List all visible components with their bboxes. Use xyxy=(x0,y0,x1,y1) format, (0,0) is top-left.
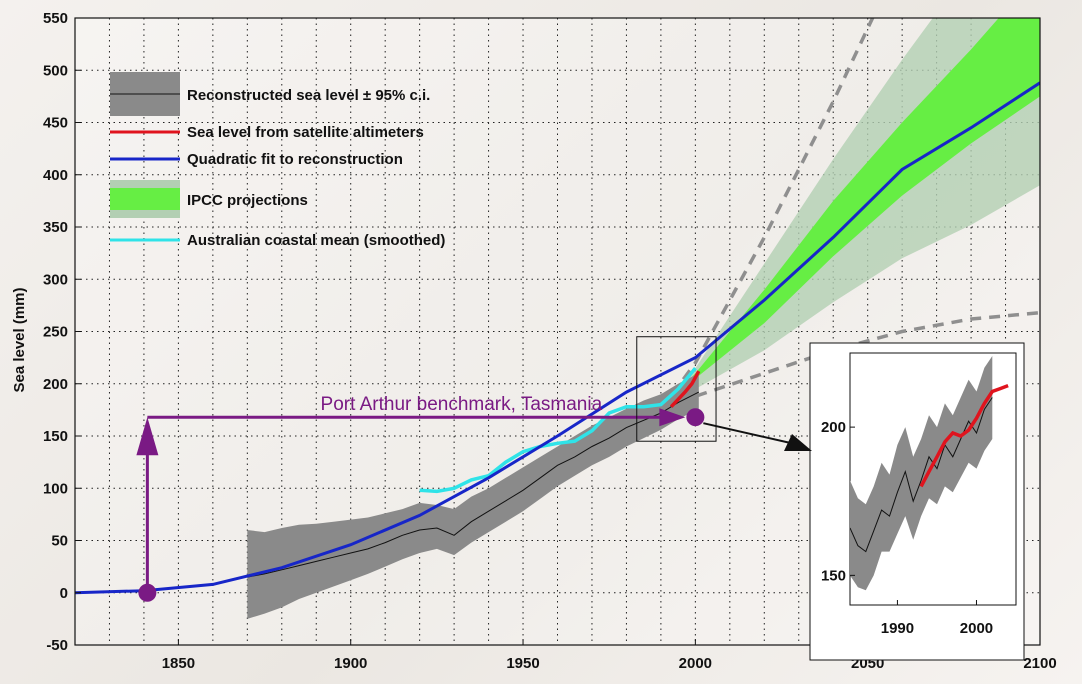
legend-label: Quadratic fit to reconstruction xyxy=(187,151,403,168)
y-tick-label: 150 xyxy=(43,428,68,445)
ipcc-dashed-upper xyxy=(659,18,875,411)
inset-x-tick-label: 1990 xyxy=(881,620,914,637)
y-tick-label: 550 xyxy=(43,10,68,27)
y-tick-label: 500 xyxy=(43,62,68,79)
y-tick-label: 400 xyxy=(43,167,68,184)
main-plot: 1850 1900 1950 2000 2050 2100-500501001502002… xyxy=(43,10,1057,672)
inset-frame xyxy=(849,352,1017,606)
y-tick-label: 300 xyxy=(43,271,68,288)
legend-ipcc-inner-swatch xyxy=(110,188,180,210)
legend-label: Reconstructed sea level ± 95% c.i. xyxy=(187,87,430,104)
legend-label: Australian coastal mean (smoothed) xyxy=(187,232,445,249)
annotation-text: Port Arthur benchmark, Tasmania xyxy=(321,394,603,415)
y-tick-label: 0 xyxy=(60,585,68,602)
inset-y-tick-label: 200 xyxy=(821,419,846,436)
inset-satellite-line xyxy=(919,383,1009,488)
y-tick-label: 350 xyxy=(43,219,68,236)
annotation-arrowhead-right xyxy=(659,408,686,427)
data-layer xyxy=(75,18,1040,619)
legend: Reconstructed sea level ± 95% c.i. Sea le… xyxy=(110,72,445,249)
x-tick-label: 1950 xyxy=(506,655,539,672)
inset-chart: 1990 2000 150 200 xyxy=(809,342,1025,661)
x-tick-label: 2100 xyxy=(1023,655,1056,672)
y-tick-label: -50 xyxy=(46,637,68,654)
australian-coastal-line xyxy=(419,366,697,494)
y-tick-label: 50 xyxy=(51,533,68,550)
inset-x-tick-label: 2000 xyxy=(960,620,993,637)
x-tick-label: 1850 xyxy=(162,655,195,672)
inset-reconstruction-band xyxy=(850,356,993,591)
annotation-start-marker xyxy=(138,583,157,602)
inset-arrow-line xyxy=(703,422,796,445)
y-tick-label: 450 xyxy=(43,115,68,132)
legend-label: Sea level from satellite altimeters xyxy=(187,124,424,141)
quadratic-fit-line xyxy=(75,81,1040,595)
y-tick-label: 250 xyxy=(43,324,68,341)
inset-reconstruction-line xyxy=(849,397,993,553)
annotation-arrowhead-up xyxy=(136,417,159,456)
annotation-end-marker xyxy=(686,408,705,427)
ipcc-inner-band xyxy=(660,18,1040,410)
legend-label: IPCC projections xyxy=(187,192,308,209)
x-tick-label: 2000 xyxy=(679,655,712,672)
y-tick-label: 200 xyxy=(43,376,68,393)
y-axis-label: Sea level (mm) xyxy=(11,287,28,392)
inset-y-tick-label: 150 xyxy=(821,567,846,584)
x-tick-label: 1900 xyxy=(334,655,367,672)
reconstruction-line xyxy=(247,391,700,578)
y-tick-label: 100 xyxy=(43,480,68,497)
ipcc-dashed-lower xyxy=(660,310,1040,412)
satellite-line xyxy=(669,370,701,408)
inset-arrowhead xyxy=(784,434,812,451)
zoom-box xyxy=(636,336,717,442)
port-arthur-annotation: Port Arthur benchmark, Tasmania xyxy=(136,394,705,602)
inset-pointer-arrow xyxy=(703,422,812,451)
